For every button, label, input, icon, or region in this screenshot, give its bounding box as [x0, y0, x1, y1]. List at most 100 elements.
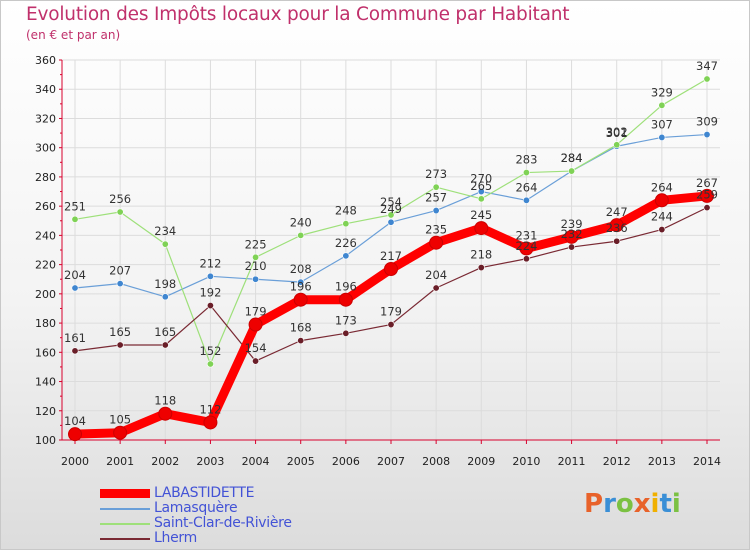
data-point: [206, 360, 214, 368]
data-label: 236: [606, 221, 628, 235]
data-point: [387, 218, 395, 226]
legend-item: LABASTIDETTE: [100, 485, 360, 501]
data-label: 259: [696, 188, 718, 202]
data-label: 239: [561, 217, 583, 231]
data-label: 302: [606, 125, 628, 139]
data-label: 234: [154, 224, 176, 238]
data-label: 112: [199, 402, 221, 416]
legend-swatch: [100, 523, 150, 525]
data-label: 257: [425, 191, 447, 205]
data-point: [700, 188, 714, 203]
data-label: 168: [290, 321, 312, 335]
x-tick-label: 2001: [106, 455, 134, 468]
data-point: [658, 101, 666, 109]
data-point: [432, 284, 440, 292]
legend-item: Lamasquère: [100, 500, 360, 516]
data-point: [568, 167, 576, 175]
data-label: 273: [425, 167, 447, 181]
chart-subtitle: (en € et par an): [26, 28, 121, 42]
data-label: 264: [515, 180, 537, 194]
data-point: [206, 272, 214, 280]
x-tick-label: 2006: [332, 455, 360, 468]
data-label: 165: [154, 325, 176, 339]
data-point: [522, 255, 530, 263]
data-label: 161: [64, 331, 86, 345]
data-label: 247: [606, 205, 628, 219]
data-label: 254: [380, 195, 402, 209]
y-tick-label: 300: [35, 142, 56, 155]
data-label: 196: [335, 280, 357, 294]
y-tick-label: 100: [35, 434, 56, 447]
data-point: [568, 243, 576, 251]
data-point: [654, 193, 669, 208]
y-tick-label: 160: [35, 346, 56, 359]
data-label: 204: [64, 268, 86, 282]
data-label: 232: [561, 227, 583, 241]
data-point: [474, 221, 489, 236]
data-label: 192: [199, 286, 221, 300]
data-point: [113, 425, 128, 440]
data-label: 267: [696, 176, 718, 190]
data-point: [387, 211, 395, 219]
y-tick-label: 260: [35, 200, 56, 213]
data-label: 245: [470, 208, 492, 222]
data-point: [703, 75, 711, 83]
data-label: 173: [335, 313, 357, 327]
legend-swatch: [100, 538, 150, 540]
data-label: 179: [245, 305, 267, 319]
data-label: 208: [290, 262, 312, 276]
legend-label: LABASTIDETTE: [154, 485, 255, 501]
y-tick-label: 120: [35, 405, 56, 418]
data-point: [293, 292, 308, 307]
y-tick-label: 340: [35, 83, 56, 96]
data-label: 301: [606, 126, 628, 140]
legend-label: Lamasquère: [154, 500, 238, 516]
x-tick-label: 2010: [512, 455, 540, 468]
chart-title: Evolution des Impôts locaux pour la Comm…: [26, 4, 570, 25]
data-label: 283: [515, 153, 537, 167]
data-point: [658, 226, 666, 234]
data-label: 329: [651, 85, 673, 99]
x-tick-label: 2008: [422, 455, 450, 468]
data-label: 284: [561, 151, 583, 165]
data-point: [477, 195, 485, 203]
legend-item: Saint-Clar-de-Rivière: [100, 515, 360, 531]
data-point: [203, 415, 218, 430]
data-label: 204: [425, 268, 447, 282]
data-label: 218: [470, 248, 492, 262]
data-point: [613, 141, 621, 149]
data-point: [297, 231, 305, 239]
y-tick-label: 220: [35, 259, 56, 272]
x-tick-label: 2009: [467, 455, 495, 468]
data-label: 105: [109, 413, 131, 427]
x-tick-label: 2004: [242, 455, 270, 468]
data-point: [71, 215, 79, 223]
data-point: [206, 302, 214, 310]
y-tick-label: 280: [35, 171, 56, 184]
data-point: [338, 292, 353, 307]
data-point: [297, 278, 305, 286]
legend-swatch: [100, 508, 150, 510]
data-label: 104: [64, 414, 86, 428]
data-label: 154: [245, 341, 267, 355]
data-label: 309: [696, 115, 718, 129]
data-point: [384, 262, 398, 276]
data-point: [252, 275, 260, 283]
x-tick-label: 2002: [151, 455, 179, 468]
data-label: 270: [470, 172, 492, 186]
data-label: 231: [515, 229, 537, 243]
data-label: 212: [199, 256, 221, 270]
y-tick-label: 180: [35, 317, 56, 330]
data-point: [609, 218, 624, 233]
legend-label: Saint-Clar-de-Rivière: [154, 515, 292, 531]
data-point: [613, 237, 621, 245]
data-label: 244: [651, 210, 673, 224]
data-point: [387, 321, 395, 329]
data-label: 226: [335, 236, 357, 250]
data-label: 251: [64, 199, 86, 213]
x-tick-label: 2013: [648, 455, 676, 468]
data-label: 210: [245, 259, 267, 273]
data-label: 152: [199, 344, 221, 358]
data-point: [116, 280, 124, 288]
data-label: 118: [154, 394, 176, 408]
